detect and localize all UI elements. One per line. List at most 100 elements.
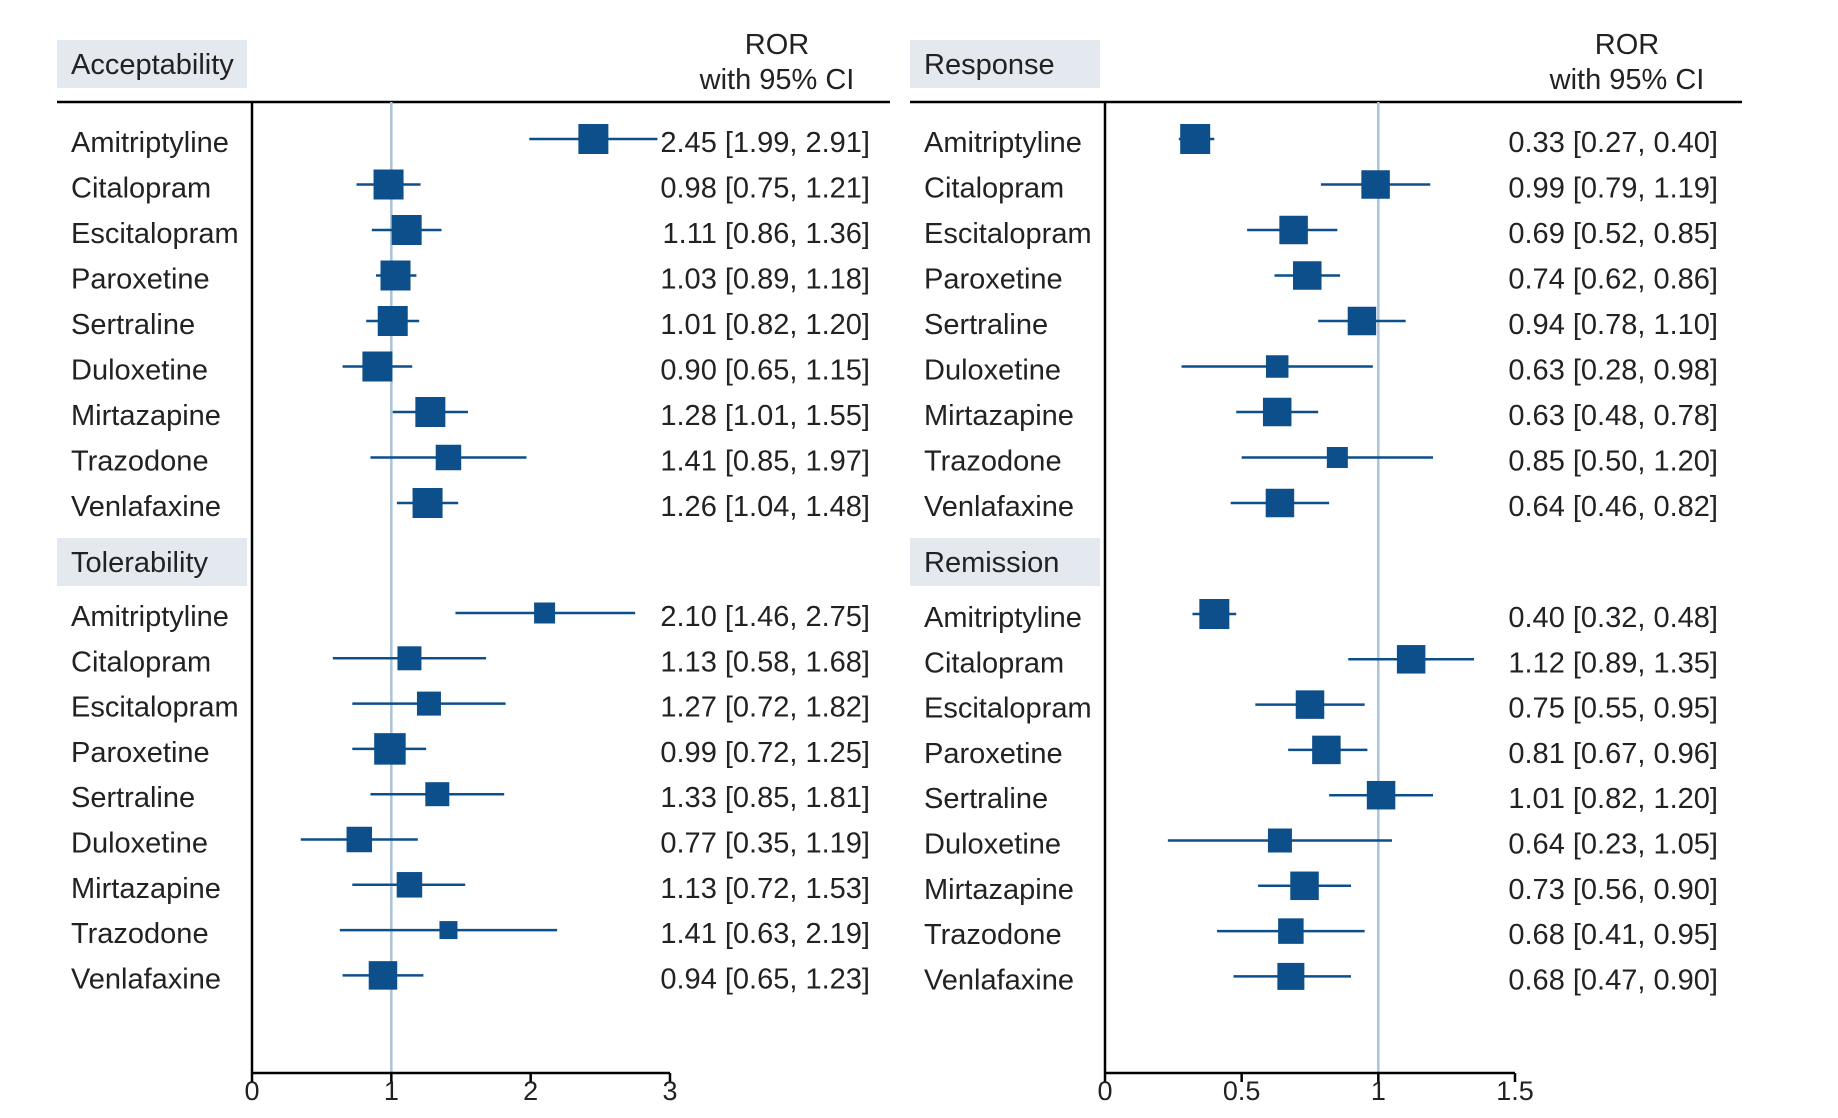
drug-label: Mirtazapine — [924, 400, 1074, 432]
estimate-marker — [1347, 306, 1377, 336]
estimate-marker — [396, 872, 423, 898]
ror-value: 1.11 [0.86, 1.36] — [663, 218, 870, 250]
estimate-marker — [425, 782, 450, 807]
estimate-marker — [1265, 355, 1289, 378]
x-tick-label: 1.5 — [1496, 1076, 1534, 1106]
ror-value: 0.68 [0.41, 0.95] — [1508, 919, 1718, 951]
drug-label: Duloxetine — [71, 828, 208, 860]
drug-label: Amitriptyline — [924, 602, 1082, 634]
drug-label: Venlafaxine — [71, 963, 221, 995]
estimate-marker — [439, 921, 458, 940]
section-title-box — [57, 40, 247, 88]
estimate-marker — [1326, 447, 1348, 468]
drug-label: Venlafaxine — [924, 964, 1074, 996]
drug-label: Duloxetine — [924, 829, 1061, 861]
ror-value: 0.64 [0.23, 1.05] — [1508, 829, 1718, 861]
estimate-marker — [368, 961, 398, 990]
estimate-marker — [578, 124, 609, 154]
estimate-marker — [1295, 690, 1325, 719]
drug-label: Mirtazapine — [924, 874, 1074, 906]
ror-value: 0.81 [0.67, 0.96] — [1508, 738, 1718, 770]
estimate-marker — [534, 602, 556, 624]
estimate-marker — [377, 306, 408, 336]
drug-label: Trazodone — [71, 918, 209, 950]
ror-value: 1.28 [1.01, 1.55] — [660, 400, 870, 432]
section-title: Tolerability — [71, 547, 208, 579]
ror-value: 0.63 [0.28, 0.98] — [1508, 355, 1718, 387]
estimate-marker — [1279, 215, 1308, 245]
ror-header: ROR — [1595, 29, 1659, 61]
drug-label: Sertraline — [924, 783, 1048, 815]
x-tick-label: 1 — [1371, 1076, 1386, 1106]
estimate-marker — [416, 691, 441, 716]
ror-value: 0.99 [0.79, 1.19] — [1508, 173, 1718, 205]
estimate-marker — [415, 397, 446, 427]
estimate-marker — [1278, 918, 1304, 944]
ror-value: 0.90 [0.65, 1.15] — [660, 355, 870, 387]
drug-label: Citalopram — [924, 173, 1064, 205]
ror-value: 1.13 [0.72, 1.53] — [660, 873, 870, 905]
ror-value: 0.40 [0.32, 0.48] — [1508, 602, 1718, 634]
drug-label: Citalopram — [71, 173, 211, 205]
ror-value: 2.10 [1.46, 2.75] — [660, 601, 870, 633]
ror-value: 0.64 [0.46, 0.82] — [1508, 491, 1718, 523]
estimate-marker — [380, 260, 411, 291]
drug-label: Amitriptyline — [71, 127, 229, 159]
section-title-box — [910, 538, 1100, 586]
drug-label: Duloxetine — [924, 355, 1061, 387]
ror-value: 1.33 [0.85, 1.81] — [660, 782, 870, 814]
drug-label: Trazodone — [71, 446, 209, 478]
drug-label: Amitriptyline — [71, 601, 229, 633]
estimate-marker — [412, 488, 443, 518]
ror-value: 0.85 [0.50, 1.20] — [1508, 446, 1718, 478]
drug-label: Amitriptyline — [924, 127, 1082, 159]
estimate-marker — [373, 169, 404, 200]
estimate-marker — [1199, 599, 1230, 629]
ror-value: 2.45 [1.99, 2.91] — [660, 127, 870, 159]
ror-value: 1.01 [0.82, 1.20] — [1508, 783, 1718, 815]
drug-label: Escitalopram — [71, 692, 239, 724]
ror-value: 0.98 [0.75, 1.21] — [660, 173, 870, 205]
estimate-marker — [391, 215, 422, 245]
ror-header: ROR — [745, 29, 809, 61]
section-title-box — [910, 40, 1100, 88]
ror-value: 1.01 [0.82, 1.20] — [660, 309, 870, 341]
drug-label: Duloxetine — [71, 355, 208, 387]
estimate-marker — [1265, 488, 1295, 518]
estimate-marker — [1180, 124, 1211, 154]
estimate-marker — [1267, 828, 1292, 853]
section-title: Response — [924, 49, 1055, 81]
drug-label: Venlafaxine — [71, 491, 221, 523]
ror-value: 0.74 [0.62, 0.86] — [1508, 264, 1718, 296]
section-title: Remission — [924, 547, 1059, 579]
estimate-marker — [374, 733, 406, 765]
x-tick-label: 2 — [523, 1076, 538, 1106]
drug-label: Trazodone — [924, 919, 1062, 951]
drug-label: Sertraline — [71, 309, 195, 341]
drug-label: Sertraline — [924, 309, 1048, 341]
x-tick-label: 0.5 — [1223, 1076, 1261, 1106]
ci-header: with 95% CI — [699, 64, 855, 96]
section-title: Acceptability — [71, 49, 234, 81]
ror-value: 1.27 [0.72, 1.82] — [660, 692, 870, 724]
drug-label: Paroxetine — [924, 264, 1063, 296]
drug-label: Mirtazapine — [71, 400, 221, 432]
estimate-marker — [1277, 962, 1305, 990]
drug-label: Escitalopram — [924, 218, 1092, 250]
ror-value: 1.41 [0.63, 2.19] — [660, 918, 870, 950]
estimate-marker — [1366, 780, 1396, 810]
estimate-marker — [362, 351, 393, 382]
estimate-marker — [1262, 397, 1292, 427]
drug-label: Citalopram — [924, 647, 1064, 679]
ror-value: 0.77 [0.35, 1.19] — [660, 828, 870, 860]
drug-label: Venlafaxine — [924, 491, 1074, 523]
estimate-marker — [1293, 261, 1322, 290]
ror-value: 1.03 [0.89, 1.18] — [660, 264, 870, 296]
estimate-marker — [397, 646, 422, 671]
x-tick-label: 0 — [244, 1076, 259, 1106]
section-title-box — [57, 538, 247, 586]
drug-label: Paroxetine — [71, 264, 210, 296]
ror-value: 0.63 [0.48, 0.78] — [1508, 400, 1718, 432]
ror-value: 0.75 [0.55, 0.95] — [1508, 693, 1718, 725]
